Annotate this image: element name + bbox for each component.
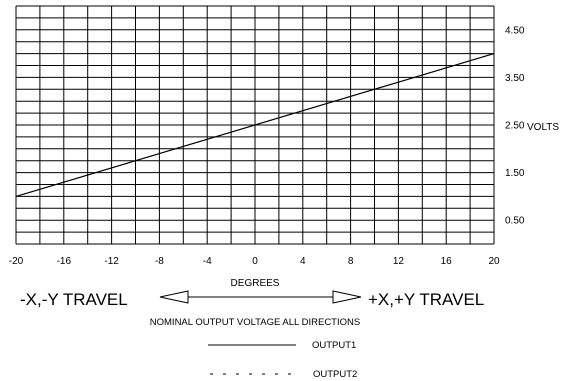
x-tick-label: -20 — [9, 256, 24, 267]
legend-label-output1: OUTPUT1 — [312, 340, 356, 351]
x-tick-label: -8 — [155, 256, 164, 267]
x-tick-label: 20 — [488, 256, 500, 267]
y-tick-label: 1.50 — [505, 168, 525, 179]
series-line-output1 — [15, 53, 495, 197]
y-tick-label: 4.50 — [505, 25, 525, 36]
x-tick-label: -12 — [104, 256, 119, 267]
travel-arrow — [159, 290, 362, 304]
y-tick-label: 0.50 — [505, 216, 525, 227]
y-tick-label: 2.50 — [505, 121, 525, 132]
travel-arrow-right-head — [332, 290, 362, 304]
chart-grid — [15, 5, 495, 245]
series-layer — [15, 53, 495, 197]
x-axis-title: DEGREES — [231, 278, 280, 289]
travel-arrow-left-head — [159, 290, 189, 304]
x-tick-label: 8 — [348, 256, 354, 267]
left-travel-label: -X,-Y TRAVEL — [20, 290, 128, 309]
y-tick-labels: 0.50 1.50 2.50 3.50 4.50 — [505, 25, 525, 226]
y-tick-label: 3.50 — [505, 73, 525, 84]
x-tick-label: 4 — [300, 256, 306, 267]
x-tick-label: -16 — [57, 256, 72, 267]
x-tick-label: 12 — [393, 256, 405, 267]
x-tick-label: 0 — [252, 256, 258, 267]
legend-label-output2: OUTPUT2 — [313, 369, 357, 380]
y-unit-label: VOLTS — [527, 122, 559, 133]
legend: OUTPUT1 OUTPUT2 — [208, 340, 357, 380]
chart-caption: NOMINAL OUTPUT VOLTAGE ALL DIRECTIONS — [150, 317, 360, 328]
right-travel-label: +X,+Y TRAVEL — [368, 290, 484, 309]
x-tick-labels: -20 -16 -12 -8 -4 0 4 8 12 16 20 — [9, 256, 500, 267]
x-tick-label: -4 — [203, 256, 212, 267]
x-tick-label: 16 — [441, 256, 453, 267]
